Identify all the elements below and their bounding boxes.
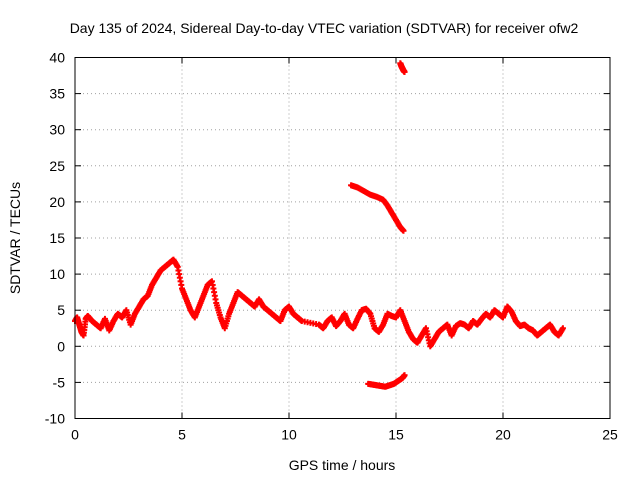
y-tick-label: 10 [49,266,65,282]
data-points [72,60,566,390]
chart-title-group: Day 135 of 2024, Sidereal Day-to-day VTE… [70,20,579,36]
x-axis-label: GPS time / hours [289,457,396,473]
y-axis-label: SDTVAR / TECUs [7,182,23,294]
plot-frame [74,57,611,419]
y-tick-label: 40 [49,50,65,66]
x-tick-label: 15 [388,427,404,443]
axis-ticks: 0 5 10 15 20 25 -10 -5 0 5 10 15 20 25 30 35 40 [45,50,618,443]
x-tick-label: 0 [71,427,79,443]
y-tick-label: 0 [57,338,65,354]
x-tick-label: 5 [178,427,186,443]
y-tick-label: 35 [49,86,65,102]
x-tick-label: 10 [281,427,297,443]
data-point [401,68,408,75]
y-tick-label: 25 [49,158,65,174]
y-tick-label: -5 [53,374,66,390]
y-tick-label: -10 [45,411,65,427]
data-point [401,372,408,379]
grid-lines [75,57,610,419]
y-tick-label: 20 [49,194,65,210]
y-tick-label: 30 [49,122,65,138]
chart-title: Day 135 of 2024, Sidereal Day-to-day VTE… [70,20,579,36]
y-tick-label: 15 [49,230,65,246]
x-tick-label: 20 [495,427,511,443]
x-tick-label: 25 [602,427,618,443]
y-tick-label: 5 [57,302,65,318]
data-point [400,227,407,234]
data-point [559,325,566,332]
